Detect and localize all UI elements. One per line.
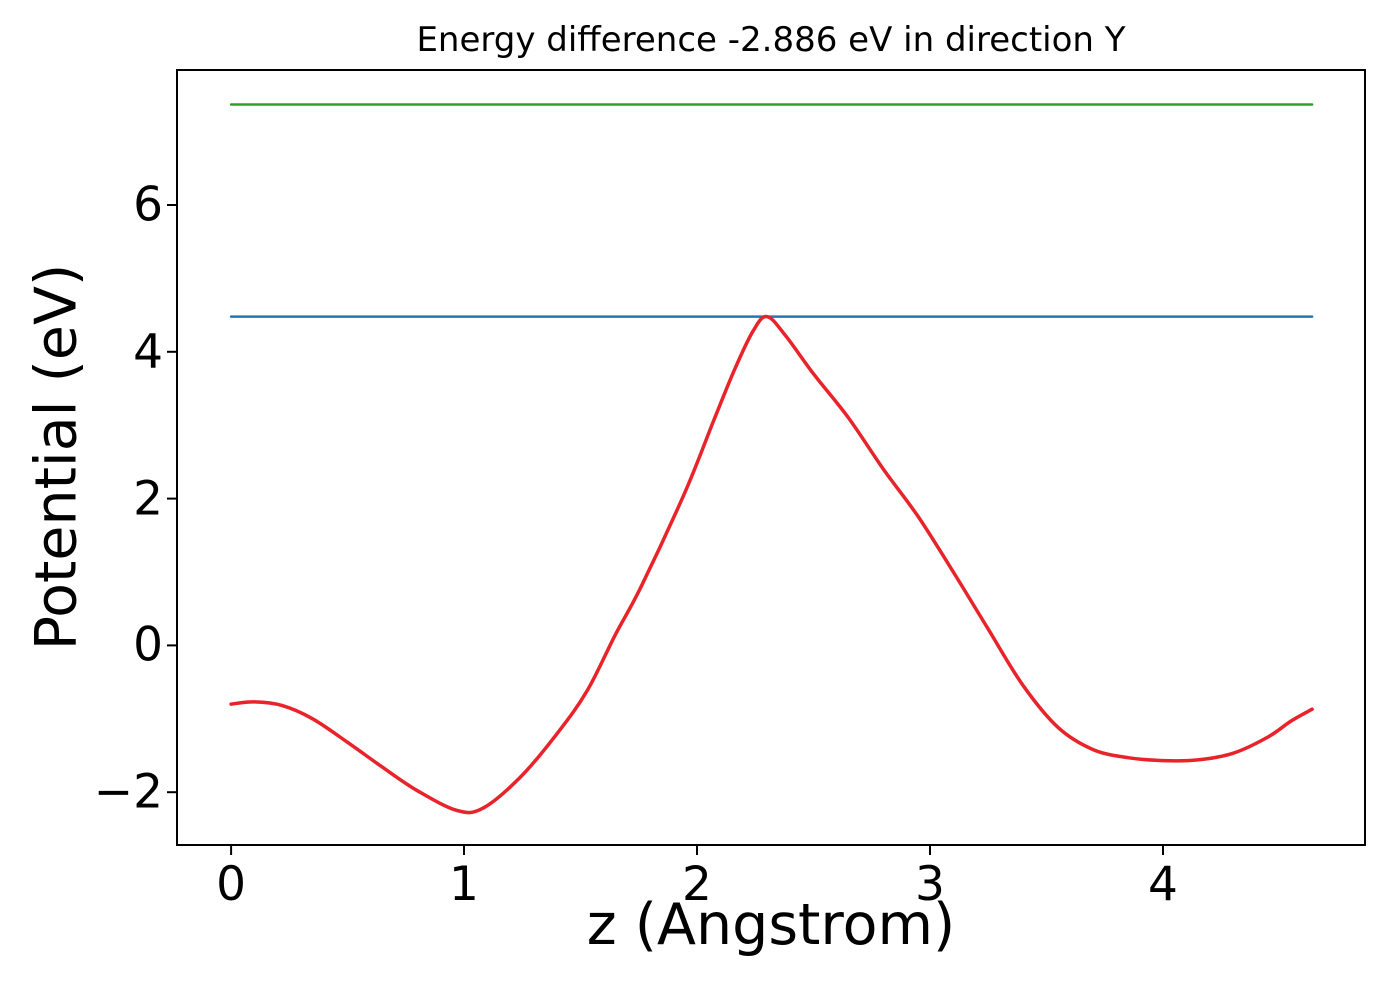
series-potential-curve [229,314,1314,815]
x-tick-label-2: 2 [682,857,712,912]
x-tick-label-3: 3 [915,857,945,912]
y-tick-label-4: 4 [133,324,163,380]
x-tick-label-4: 4 [1148,857,1178,912]
axes-spines [176,69,1366,846]
y-tick-label-0: 0 [133,617,163,673]
x-tick-label-1: 1 [449,857,479,912]
y-tick-label-6: 6 [133,177,163,233]
chart-title: Energy difference -2.886 eV in direction… [416,20,1126,60]
y-tick-label-2: 2 [133,471,163,527]
x-tick-label-0: 0 [216,857,247,912]
y-tick-label-−2: −2 [93,764,163,820]
x-axis-label: z (Angstrom) [586,892,956,958]
